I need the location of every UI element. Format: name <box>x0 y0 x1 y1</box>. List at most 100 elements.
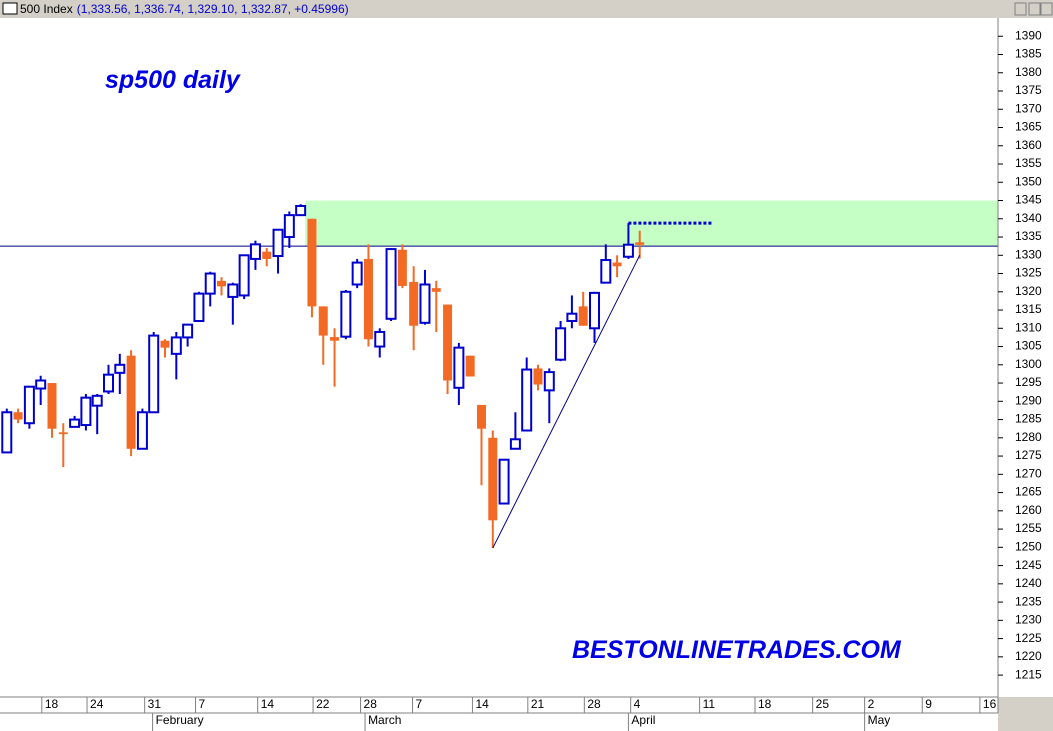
candle-body <box>533 368 543 385</box>
y-tick-label: 1220 <box>1015 649 1042 663</box>
candle-body <box>103 373 115 393</box>
y-tick-label: 1365 <box>1015 120 1042 134</box>
x-tick-label: 28 <box>364 697 378 711</box>
candle-body <box>227 283 239 298</box>
y-tick-label: 1240 <box>1015 576 1042 590</box>
x-tick-label: 7 <box>416 697 423 711</box>
watermark: BESTONLINETRADES.COM <box>572 636 902 664</box>
candle-body <box>351 261 363 286</box>
y-tick-label: 1245 <box>1015 558 1042 572</box>
header-icon <box>2 2 18 15</box>
x-tick-label: 7 <box>199 697 206 711</box>
y-tick-label: 1260 <box>1015 503 1042 517</box>
candle-body <box>555 327 567 361</box>
y-tick-label: 1215 <box>1015 667 1042 681</box>
x-tick-label: 18 <box>45 697 59 711</box>
restore-button[interactable] <box>1014 2 1027 16</box>
chart-title: sp500 daily <box>105 66 241 94</box>
candle-body <box>330 337 340 341</box>
y-tick-label: 1290 <box>1015 393 1042 407</box>
candle-body <box>249 243 261 260</box>
candle-body <box>80 396 92 427</box>
y-tick-label: 1360 <box>1015 138 1042 152</box>
x-tick-label: 22 <box>316 697 330 711</box>
candle-body <box>488 437 498 521</box>
candle-body <box>431 288 441 292</box>
candle-body <box>126 355 136 449</box>
candle-body <box>397 249 407 286</box>
candle-body <box>566 312 578 322</box>
candle-body <box>136 411 148 450</box>
y-tick-label: 1300 <box>1015 357 1042 371</box>
y-tick-label: 1305 <box>1015 339 1042 353</box>
candle-body <box>148 334 160 414</box>
candle-body <box>340 290 352 338</box>
y-tick-label: 1270 <box>1015 466 1042 480</box>
candle-body <box>91 394 103 407</box>
close-button[interactable] <box>1040 2 1053 16</box>
y-tick-label: 1325 <box>1015 266 1042 280</box>
candle-body <box>498 458 510 505</box>
candle-body <box>635 242 645 245</box>
maximize-button[interactable] <box>1028 2 1041 16</box>
y-tick-label: 1390 <box>1015 28 1042 42</box>
x-tick-label: 18 <box>758 697 772 711</box>
y-tick-label: 1345 <box>1015 193 1042 207</box>
trendline <box>492 255 641 549</box>
month-label: February <box>156 713 204 727</box>
candle-body <box>521 368 533 432</box>
candle-body <box>363 258 373 340</box>
candle-body <box>453 346 465 389</box>
y-tick-label: 1275 <box>1015 448 1042 462</box>
x-tick-label: 21 <box>531 697 545 711</box>
candle-body <box>578 306 588 326</box>
month-label: March <box>368 713 401 727</box>
x-tick-label: 25 <box>816 697 830 711</box>
candle-body <box>114 363 126 374</box>
y-tick-label: 1355 <box>1015 156 1042 170</box>
candle-body <box>612 262 622 267</box>
y-tick-label: 1225 <box>1015 631 1042 645</box>
candle-body <box>318 306 328 336</box>
candle-body <box>374 330 386 348</box>
y-tick-label: 1265 <box>1015 485 1042 499</box>
x-tick-label: 9 <box>925 697 932 711</box>
x-tick-label: 14 <box>261 697 275 711</box>
candle-body <box>58 432 68 435</box>
candle-body <box>217 280 227 287</box>
y-tick-label: 1315 <box>1015 302 1042 316</box>
candle-body <box>47 383 57 429</box>
candle-body <box>69 418 81 428</box>
candle-body <box>307 218 317 307</box>
candle-body <box>419 283 431 324</box>
x-tick-label: 4 <box>634 697 641 711</box>
candle-body <box>443 304 453 381</box>
candle-body <box>193 292 205 322</box>
candle-body <box>23 385 35 425</box>
x-tick-label: 28 <box>587 697 601 711</box>
x-tick-label: 14 <box>475 697 489 711</box>
candle-body <box>272 228 284 258</box>
candle-body <box>409 281 419 326</box>
y-tick-label: 1295 <box>1015 375 1042 389</box>
y-tick-label: 1280 <box>1015 430 1042 444</box>
y-tick-label: 1335 <box>1015 229 1042 243</box>
y-tick-label: 1385 <box>1015 47 1042 61</box>
y-tick-label: 1230 <box>1015 613 1042 627</box>
y-tick-label: 1375 <box>1015 83 1042 97</box>
y-tick-label: 1370 <box>1015 101 1042 115</box>
y-tick-label: 1310 <box>1015 320 1042 334</box>
candle-body <box>465 355 475 377</box>
y-tick-label: 1255 <box>1015 521 1042 535</box>
x-tick-label: 16 <box>983 697 997 711</box>
candle-body <box>589 291 601 330</box>
candle-body <box>1 411 13 454</box>
y-tick-label: 1320 <box>1015 284 1042 298</box>
header-bar <box>0 0 1053 18</box>
candle-body <box>182 323 194 339</box>
x-tick-label: 31 <box>148 697 162 711</box>
candle-body <box>204 272 216 295</box>
y-tick-label: 1340 <box>1015 211 1042 225</box>
candle-body <box>476 404 486 429</box>
candle-body <box>283 214 295 239</box>
